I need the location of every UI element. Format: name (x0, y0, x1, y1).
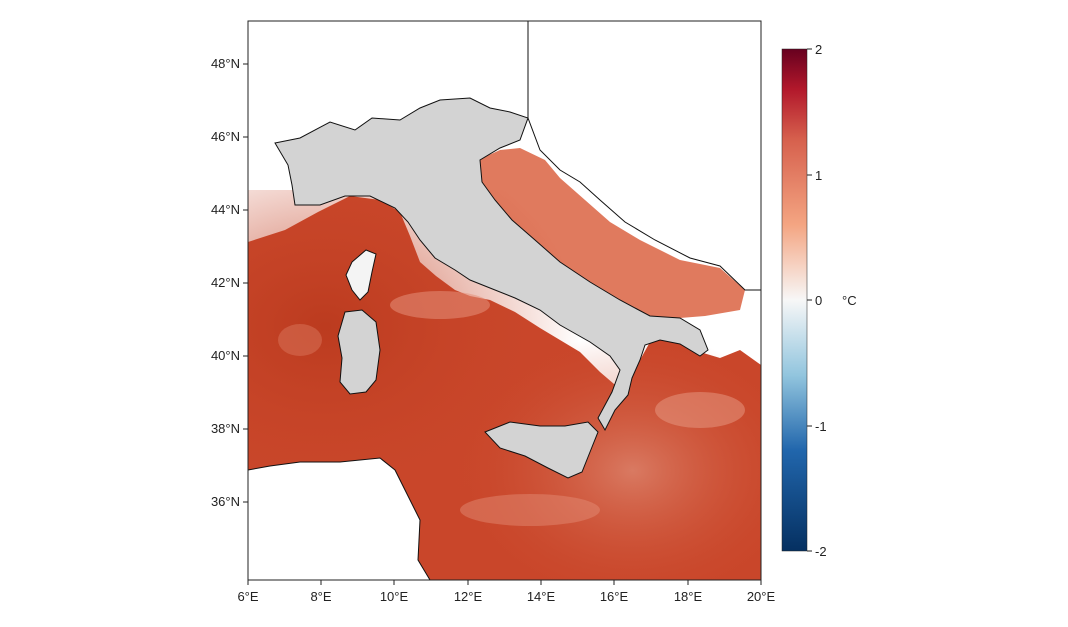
y-tick-label: 42°N (211, 275, 240, 290)
y-tick-label: 48°N (211, 56, 240, 71)
map-frame (247, 20, 762, 581)
y-axis: 48°N 46°N 44°N 42°N 40°N 38°N 36°N (211, 56, 248, 509)
sardinia-land (337, 309, 381, 395)
colorbar-tick-label: -2 (815, 544, 827, 559)
x-tick-label: 10°E (380, 589, 409, 604)
y-tick-label: 36°N (211, 494, 240, 509)
corsica-land (345, 249, 377, 301)
x-tick-label: 16°E (600, 589, 629, 604)
x-tick-label: 12°E (454, 589, 483, 604)
sicily-land (484, 421, 599, 479)
north-africa-land (248, 457, 431, 580)
y-tick-label: 44°N (211, 202, 240, 217)
y-tick-label: 40°N (211, 348, 240, 363)
x-tick-label: 6°E (237, 589, 258, 604)
balkan-land (527, 21, 761, 291)
colorbar-tick-label: 1 (815, 168, 822, 183)
x-axis: 6°E 8°E 10°E 12°E 14°E 16°E 18°E 20°E (237, 580, 775, 604)
x-tick-label: 14°E (527, 589, 556, 604)
x-tick-label: 20°E (747, 589, 776, 604)
y-tick-label: 46°N (211, 129, 240, 144)
colorbar: 2 1 0 -1 -2 °C (781, 42, 857, 559)
map-panel (248, 21, 761, 580)
colorbar-tick-label: 2 (815, 42, 822, 57)
x-tick-label: 18°E (674, 589, 703, 604)
x-tick-label: 8°E (310, 589, 331, 604)
colorbar-unit-label: °C (842, 293, 857, 308)
colorbar-tick-label: 0 (815, 293, 822, 308)
colorbar-gradient (781, 48, 808, 552)
colorbar-tick-label: -1 (815, 419, 827, 434)
italy-land (274, 97, 709, 432)
y-tick-label: 38°N (211, 421, 240, 436)
